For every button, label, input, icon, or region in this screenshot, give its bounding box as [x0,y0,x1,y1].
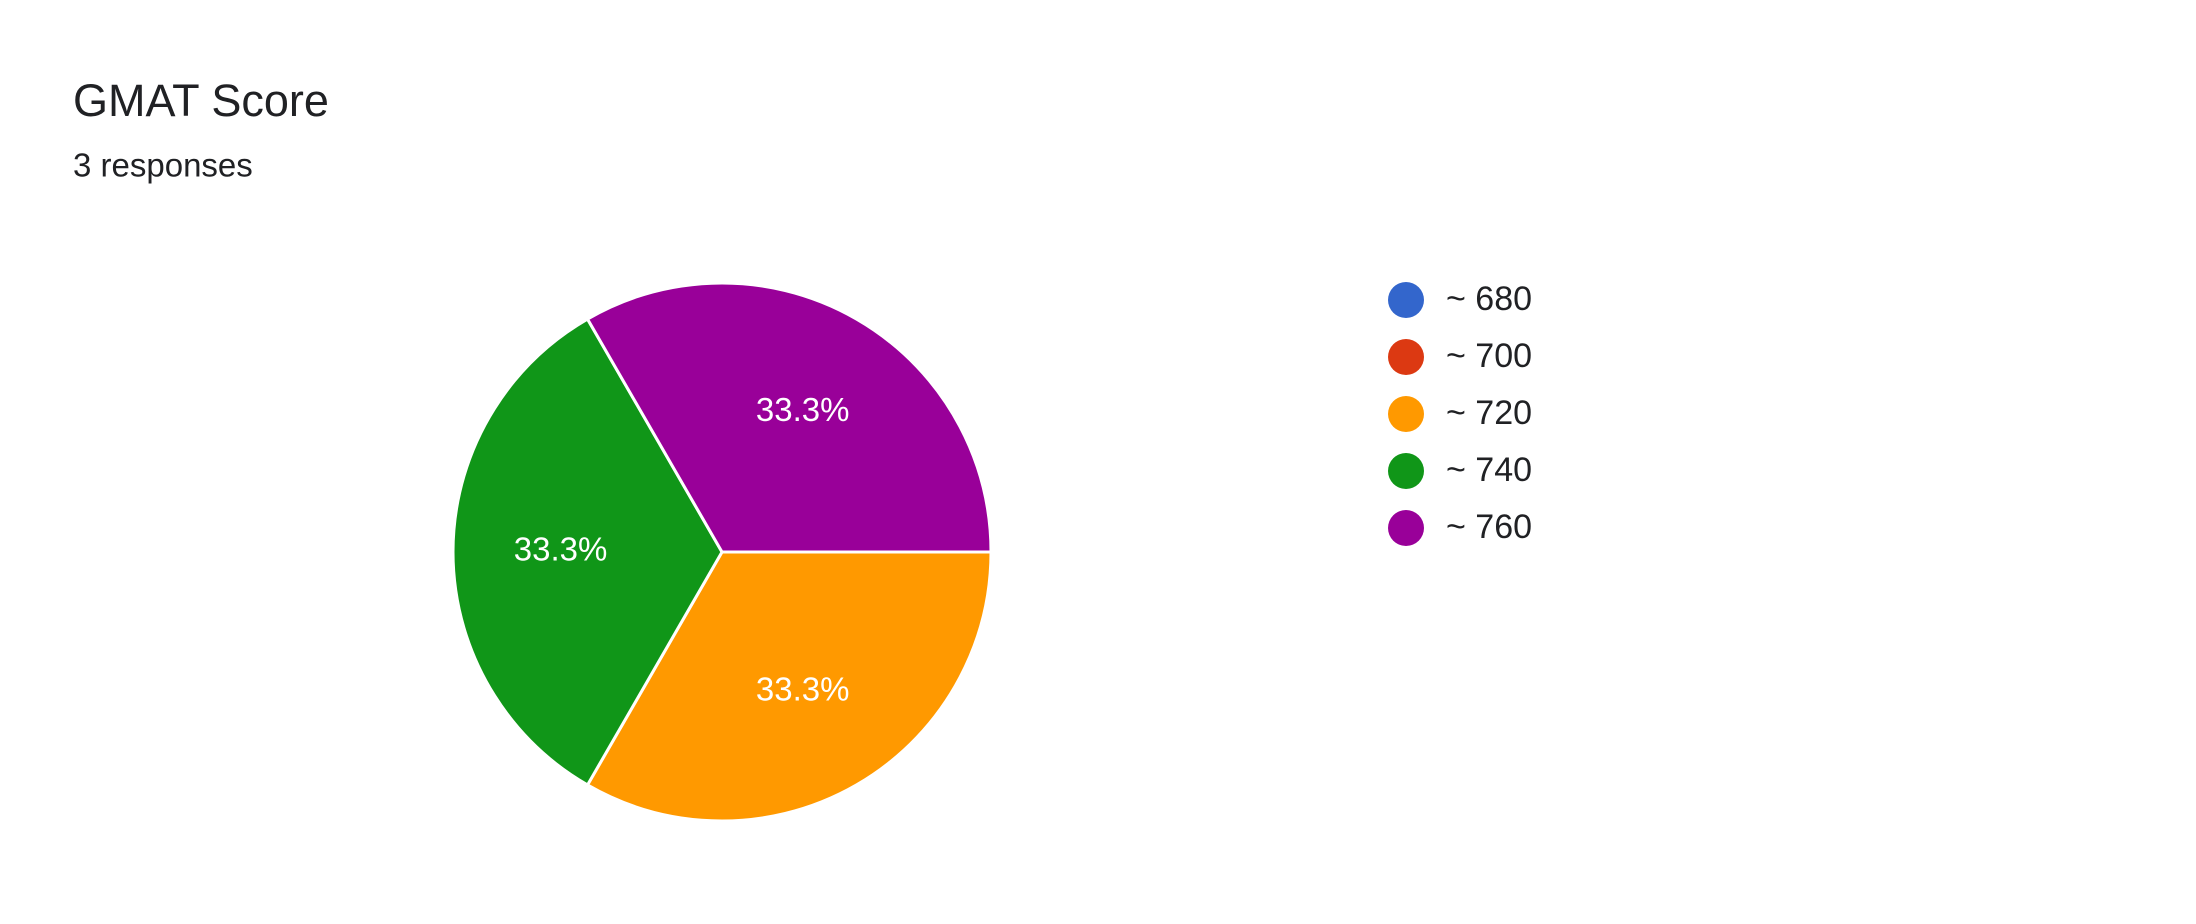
chart-subtitle: 3 responses [73,147,253,184]
legend-swatch [1388,453,1424,489]
pie-slice [585,550,993,823]
legend-label: ~ 720 [1446,394,1532,432]
legend-label: ~ 740 [1446,451,1532,489]
slice-label: 33.3% [756,670,850,707]
slice-label: 33.3% [514,531,608,568]
chart-title: GMAT Score [73,75,329,126]
legend-swatch [1388,339,1424,375]
legend-label: ~ 700 [1446,337,1532,375]
legend-label: ~ 680 [1446,280,1532,318]
legend-swatch [1388,510,1424,546]
slice-label: 33.3% [756,391,850,428]
legend-label: ~ 760 [1446,508,1532,546]
legend-swatch [1388,282,1424,318]
pie-slice [585,281,993,554]
legend-swatch [1388,396,1424,432]
